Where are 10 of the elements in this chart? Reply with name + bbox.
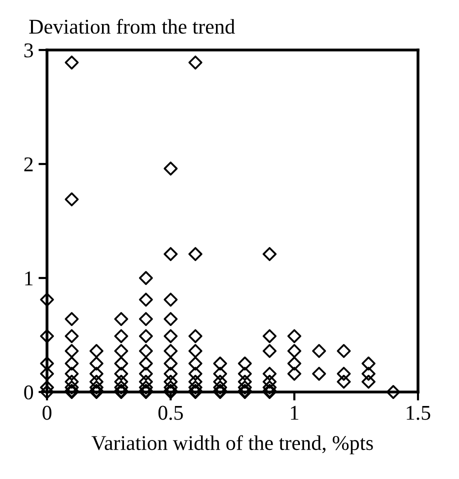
x-tick-label: 1 [290, 406, 298, 420]
x-tick-label: 0.5 [158, 406, 183, 420]
x-tick-label: 0 [42, 406, 52, 420]
y-tick-label: 1 [25, 271, 33, 286]
x-axis-title: Variation width of the trend, %pts [92, 435, 373, 454]
y-tick-label: 3 [24, 43, 33, 58]
y-axis-title: Deviation from the trend [29, 18, 235, 34]
y-tick-label: 2 [24, 157, 33, 172]
y-tick-label: 0 [24, 385, 34, 400]
x-tick-label: 1.5 [406, 406, 430, 420]
